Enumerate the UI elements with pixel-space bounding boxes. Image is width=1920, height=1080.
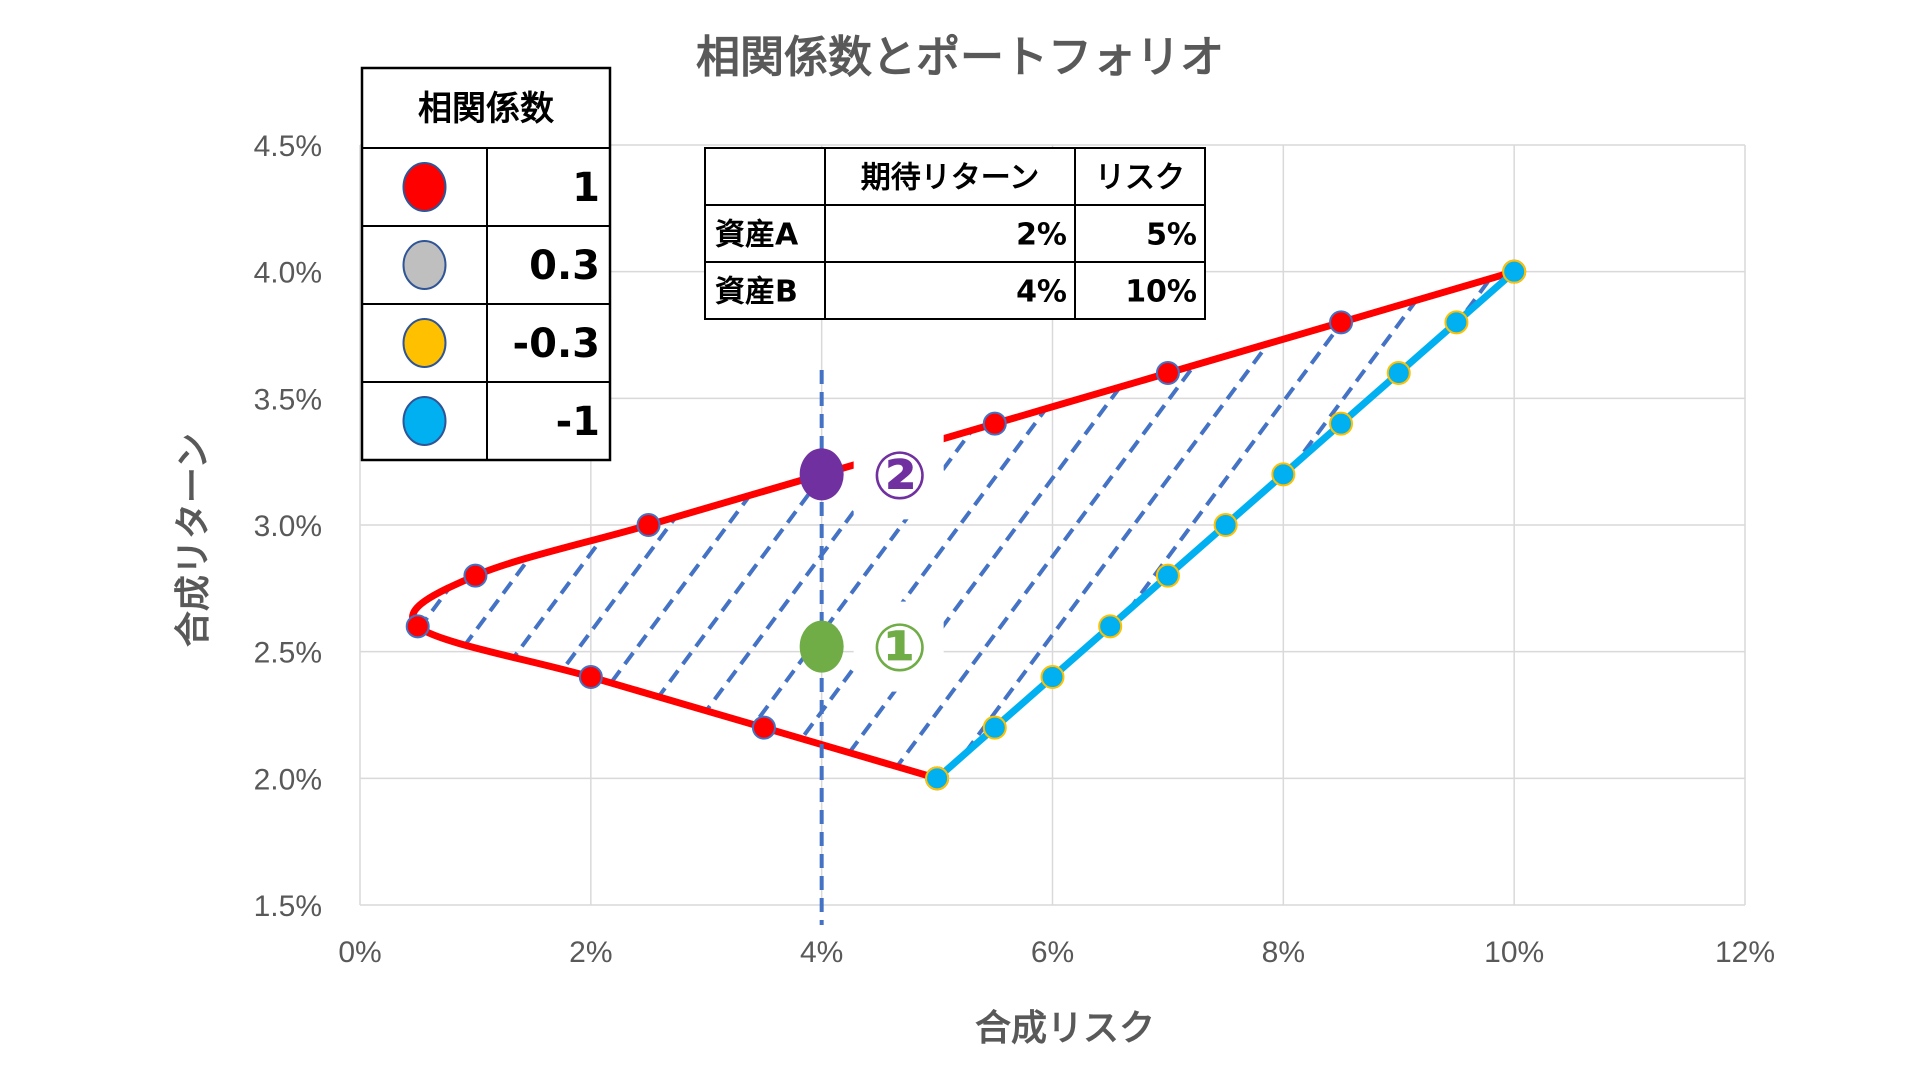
asset-table-frame: [704, 147, 1206, 320]
x-tick-label: 8%: [1262, 936, 1305, 969]
legend-value: -1: [556, 399, 600, 445]
red-series-point: [636, 513, 661, 537]
legend-value: -0.3: [513, 321, 600, 367]
hatch-line: [1128, 271, 1515, 779]
asset-table-cell: 4%: [1016, 275, 1067, 310]
y-tick-label: 3.5%: [254, 383, 322, 416]
hatch-line: [1594, 100, 1920, 1000]
correlation-legend-table: 相関係数 1 0.3 -0.3 -1: [360, 66, 612, 462]
label-background: [853, 429, 944, 520]
legend-swatch: [402, 318, 447, 368]
y-axis-title: 合成リターン: [173, 433, 214, 647]
asset-table-cell: 2%: [1016, 218, 1067, 253]
legend-table-header: 相関係数: [418, 89, 554, 129]
asset-table-header-cell: リスク: [1095, 161, 1185, 196]
blue-series-point: [1271, 462, 1296, 487]
hatch-line: [1710, 100, 1920, 1000]
hatch-line: [0, 100, 289, 1000]
hatch-line: [432, 271, 1103, 779]
hatch-line: [1652, 100, 1920, 1000]
y-tick-label: 4.0%: [254, 257, 322, 290]
legend-value: 1: [572, 165, 600, 211]
x-tick-label: 4%: [800, 936, 843, 969]
y-tick-label: 2.0%: [254, 763, 322, 796]
hatch-line: [1768, 100, 1920, 1000]
legend-swatch: [402, 396, 447, 446]
hatch-line: [1884, 100, 1920, 1000]
blue-series-point: [1213, 513, 1238, 537]
hatch-line: [1418, 271, 1515, 779]
hatch-line: [1186, 271, 1515, 779]
hatch-line: [606, 271, 1277, 779]
hatch-line: [838, 271, 1509, 779]
hatch-line: [0, 100, 57, 1000]
y-tick-label: 3.0%: [254, 510, 322, 543]
blue-series-point: [1040, 665, 1065, 689]
point-1-label: ①: [872, 610, 928, 687]
hatch-line: [780, 271, 1451, 779]
x-tick-label: 12%: [1715, 936, 1775, 969]
x-tick-label: 2%: [569, 936, 612, 969]
hatch-line: [490, 271, 1161, 779]
y-tick-labels: 1.5% 2.0% 2.5% 3.0% 3.5% 4.0% 4.5%: [254, 130, 322, 923]
legend-swatch: [402, 240, 447, 290]
hatch-line: [1302, 271, 1515, 779]
blue-series-point: [1444, 310, 1469, 335]
hatch-line: [412, 271, 987, 779]
data-markers: [405, 259, 1527, 791]
red-series-point: [463, 563, 488, 588]
x-tick-label: 0%: [338, 936, 381, 969]
legend-value: 0.3: [529, 243, 600, 289]
highlight-points: ②①: [799, 429, 944, 692]
point-1-marker: [799, 620, 844, 673]
x-tick-labels: 0% 2% 4% 6% 8% 10% 12%: [338, 936, 1775, 969]
hatch-line: [548, 271, 1219, 779]
hatch-line: [1536, 100, 1920, 1000]
hatch-line: [412, 271, 1045, 779]
blue-series-point: [1098, 614, 1123, 639]
label-background: [853, 601, 944, 692]
legend-swatch: [402, 162, 447, 212]
asset-table-cell: 5%: [1146, 218, 1197, 253]
x-tick-label: 6%: [1031, 936, 1074, 969]
red-series-point: [751, 715, 776, 740]
hatch-line: [722, 271, 1393, 779]
y-tick-label: 1.5%: [254, 890, 322, 923]
x-axis-title: 合成リスク: [975, 1008, 1155, 1049]
hatch-line: [1360, 271, 1515, 779]
blue-series-point: [1386, 361, 1411, 385]
red-series-point: [578, 665, 603, 689]
hatch-line: [0, 100, 173, 1000]
x-tick-label: 10%: [1484, 936, 1544, 969]
red-series-point: [1155, 361, 1180, 385]
blue-series-point: [1155, 563, 1180, 588]
hatch-line: [1244, 271, 1515, 779]
red-series-point: [405, 614, 430, 639]
blue-series-point: [982, 715, 1007, 740]
asset-table-cell: 10%: [1125, 275, 1197, 310]
red-series-point: [1329, 310, 1354, 335]
hatch-line: [1476, 271, 1515, 779]
asset-table-cell: 資産B: [715, 275, 798, 310]
blue-series-point: [1502, 259, 1527, 284]
point-2-label: ②: [872, 437, 928, 514]
y-tick-label: 4.5%: [254, 130, 322, 163]
blue-series-point: [925, 766, 950, 791]
hatch-line: [664, 271, 1335, 779]
red-series-point: [982, 411, 1007, 436]
hatch-line: [1826, 100, 1920, 1000]
y-tick-label: 2.5%: [254, 637, 322, 670]
point-2-marker: [799, 448, 844, 501]
chart-title: 相関係数とポートフォリオ: [696, 32, 1224, 83]
asset-table-header-cell: 期待リターン: [861, 161, 1040, 196]
hatch-line: [0, 100, 115, 1000]
asset-table-cell: 資産A: [715, 218, 799, 253]
blue-series-point: [1329, 411, 1354, 436]
hatch-line: [412, 271, 929, 779]
